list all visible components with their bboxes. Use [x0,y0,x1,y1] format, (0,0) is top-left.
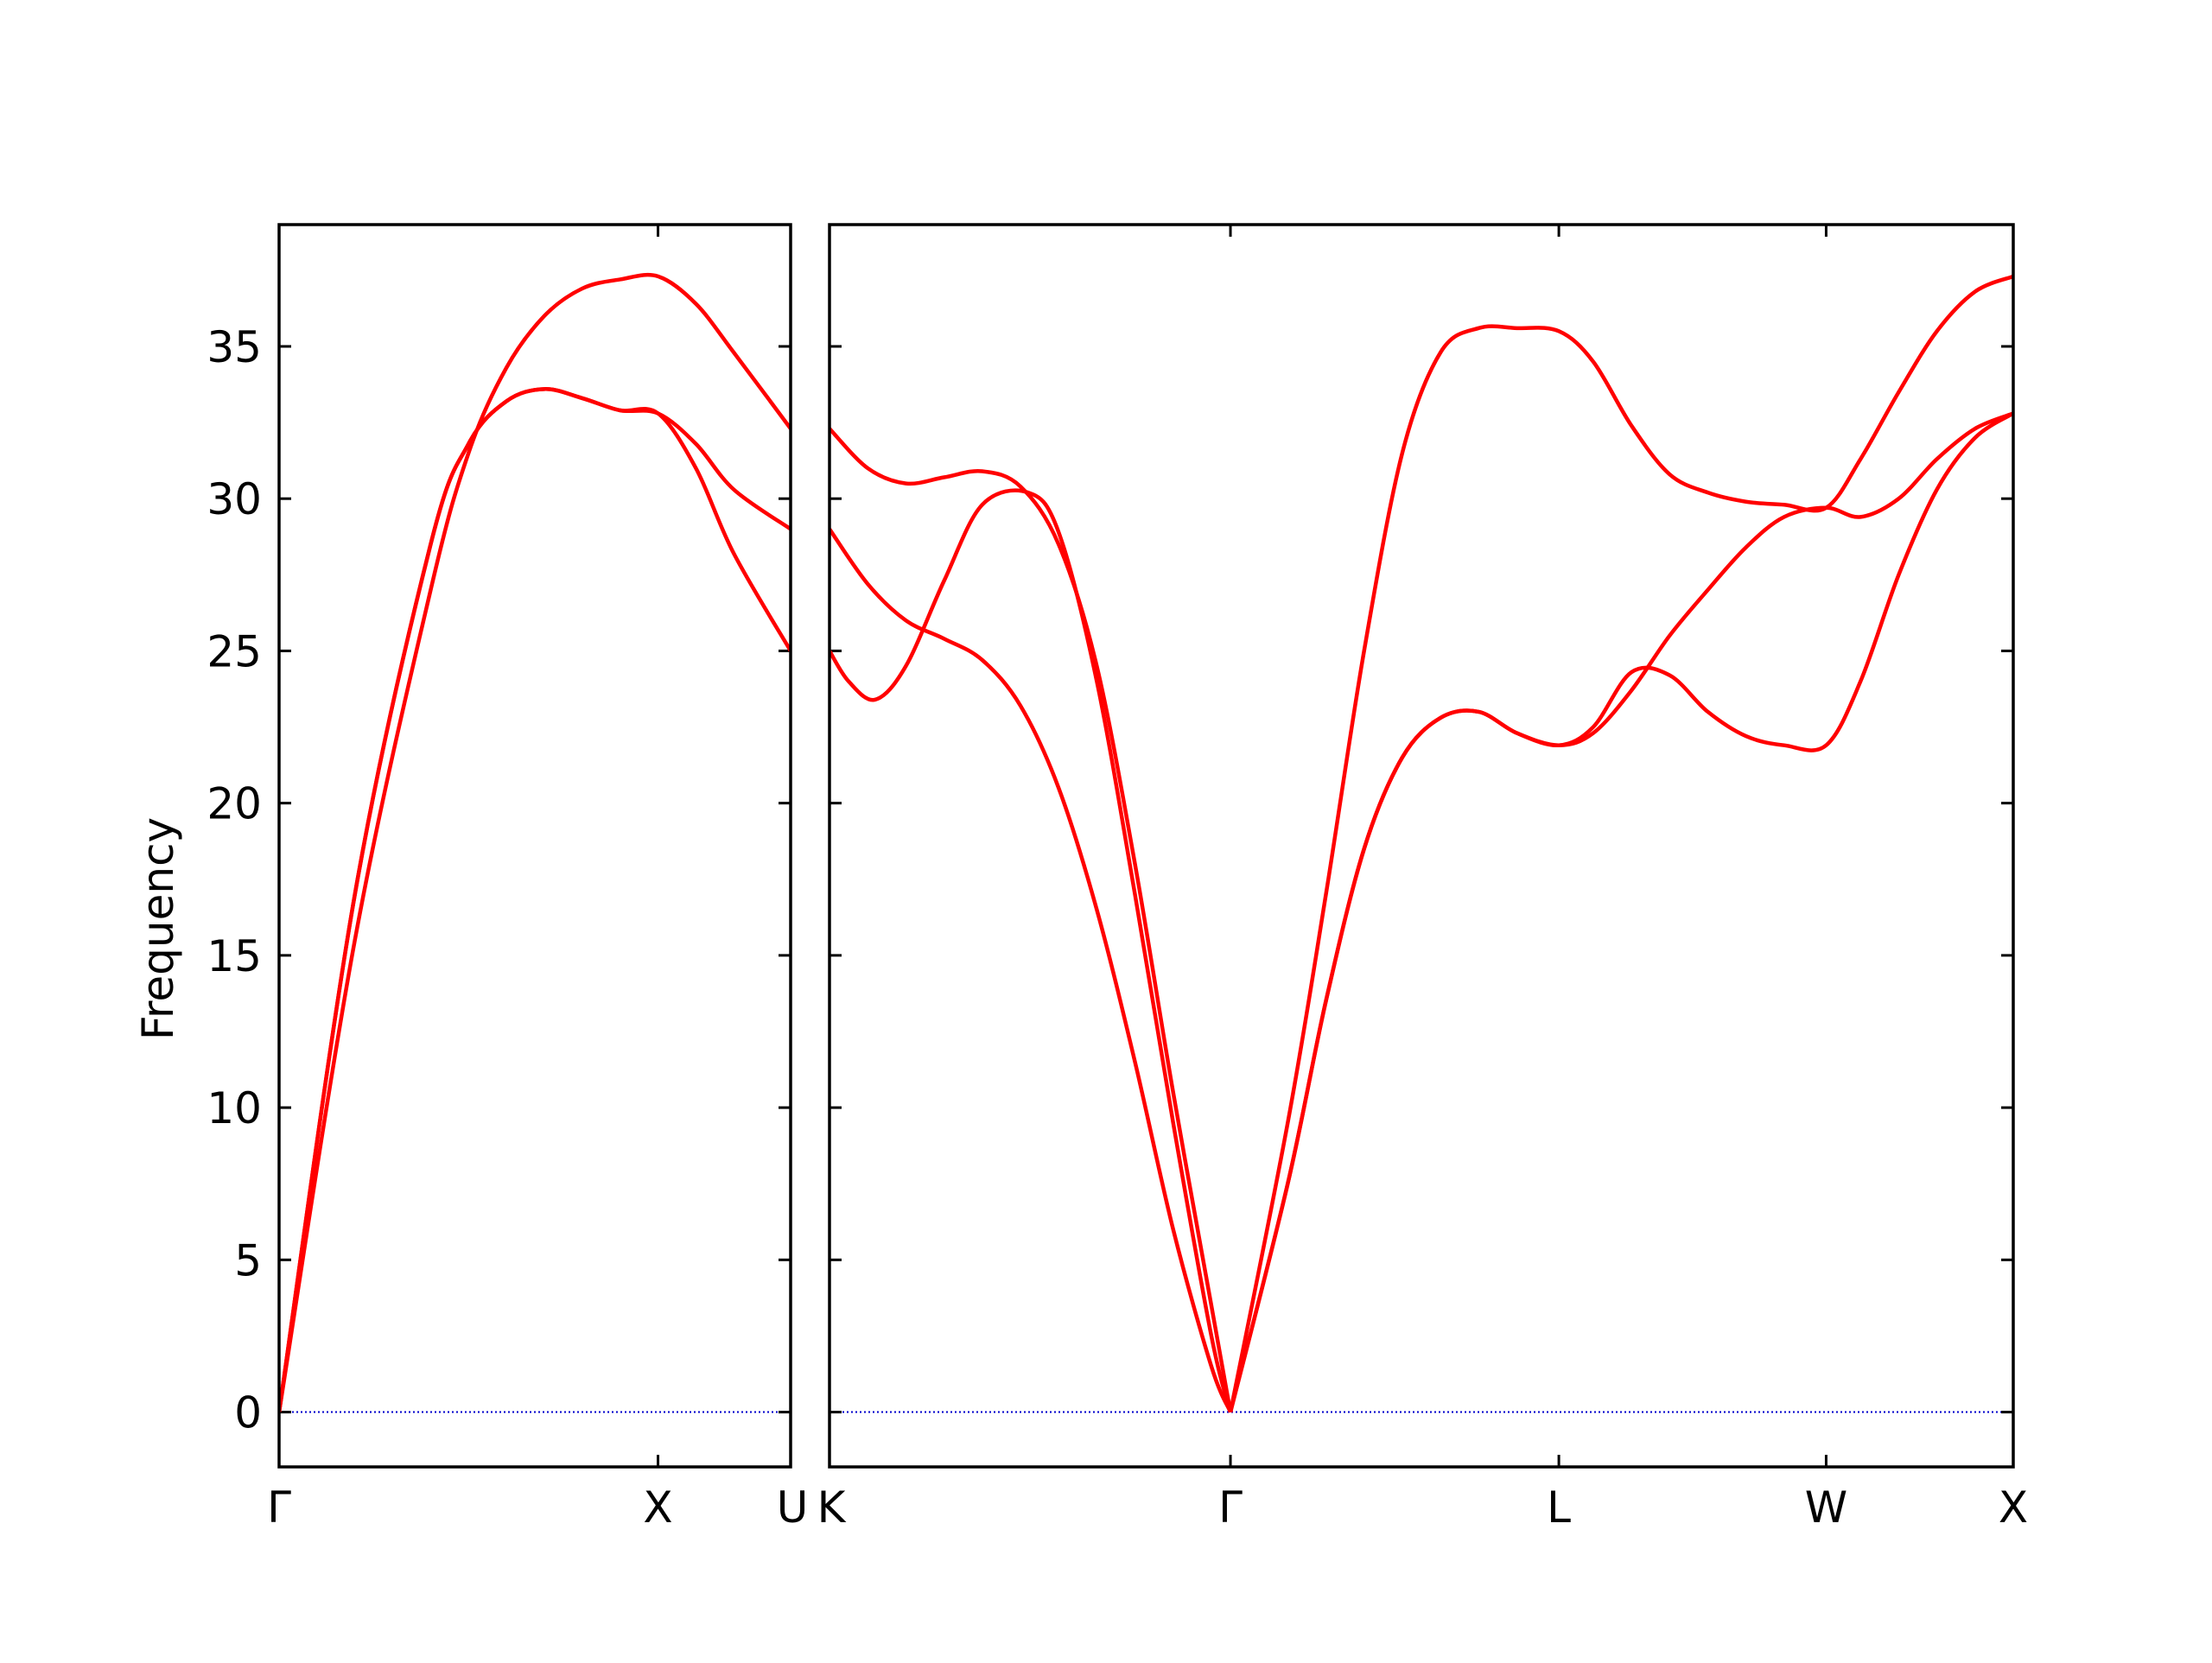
left-panel-xtick-label: X [643,1482,672,1533]
right-panel-xtick-label: W [1805,1482,1847,1533]
ytick-label: 10 [207,1083,262,1133]
right-panel-xtick-label: K [817,1482,847,1533]
left-panel-xtick-label: U [777,1482,809,1533]
y-axis-label: Frequency [133,817,183,1040]
right-panel-band-6 [1228,411,2013,1413]
right-panel-band-4 [1228,274,2013,1412]
left-panel-xtick-label: Γ [267,1482,291,1533]
right-panel-band-2 [830,528,1233,1413]
left-panel-frame [277,223,792,1469]
right-panel-xtick-label: X [1999,1482,2028,1533]
left-panel-band-1 [279,387,791,1412]
right-panel-band-1 [830,427,1233,1412]
left-panel-band-3 [279,272,791,1412]
ytick-label: 15 [207,931,262,981]
ytick-label: 35 [207,322,262,372]
right-panel-frame [828,223,2015,1469]
ytick-label: 20 [207,779,262,829]
ytick-label: 30 [207,474,262,524]
ytick-label: 25 [207,626,262,676]
ytick-label: 0 [234,1388,262,1438]
right-panel-xtick-label: L [1547,1482,1571,1533]
right-panel-xtick-label: Γ [1218,1482,1243,1533]
left-panel-band-2 [279,387,791,1412]
right-panel-band-3 [830,488,1233,1413]
ytick-label: 5 [234,1235,262,1285]
